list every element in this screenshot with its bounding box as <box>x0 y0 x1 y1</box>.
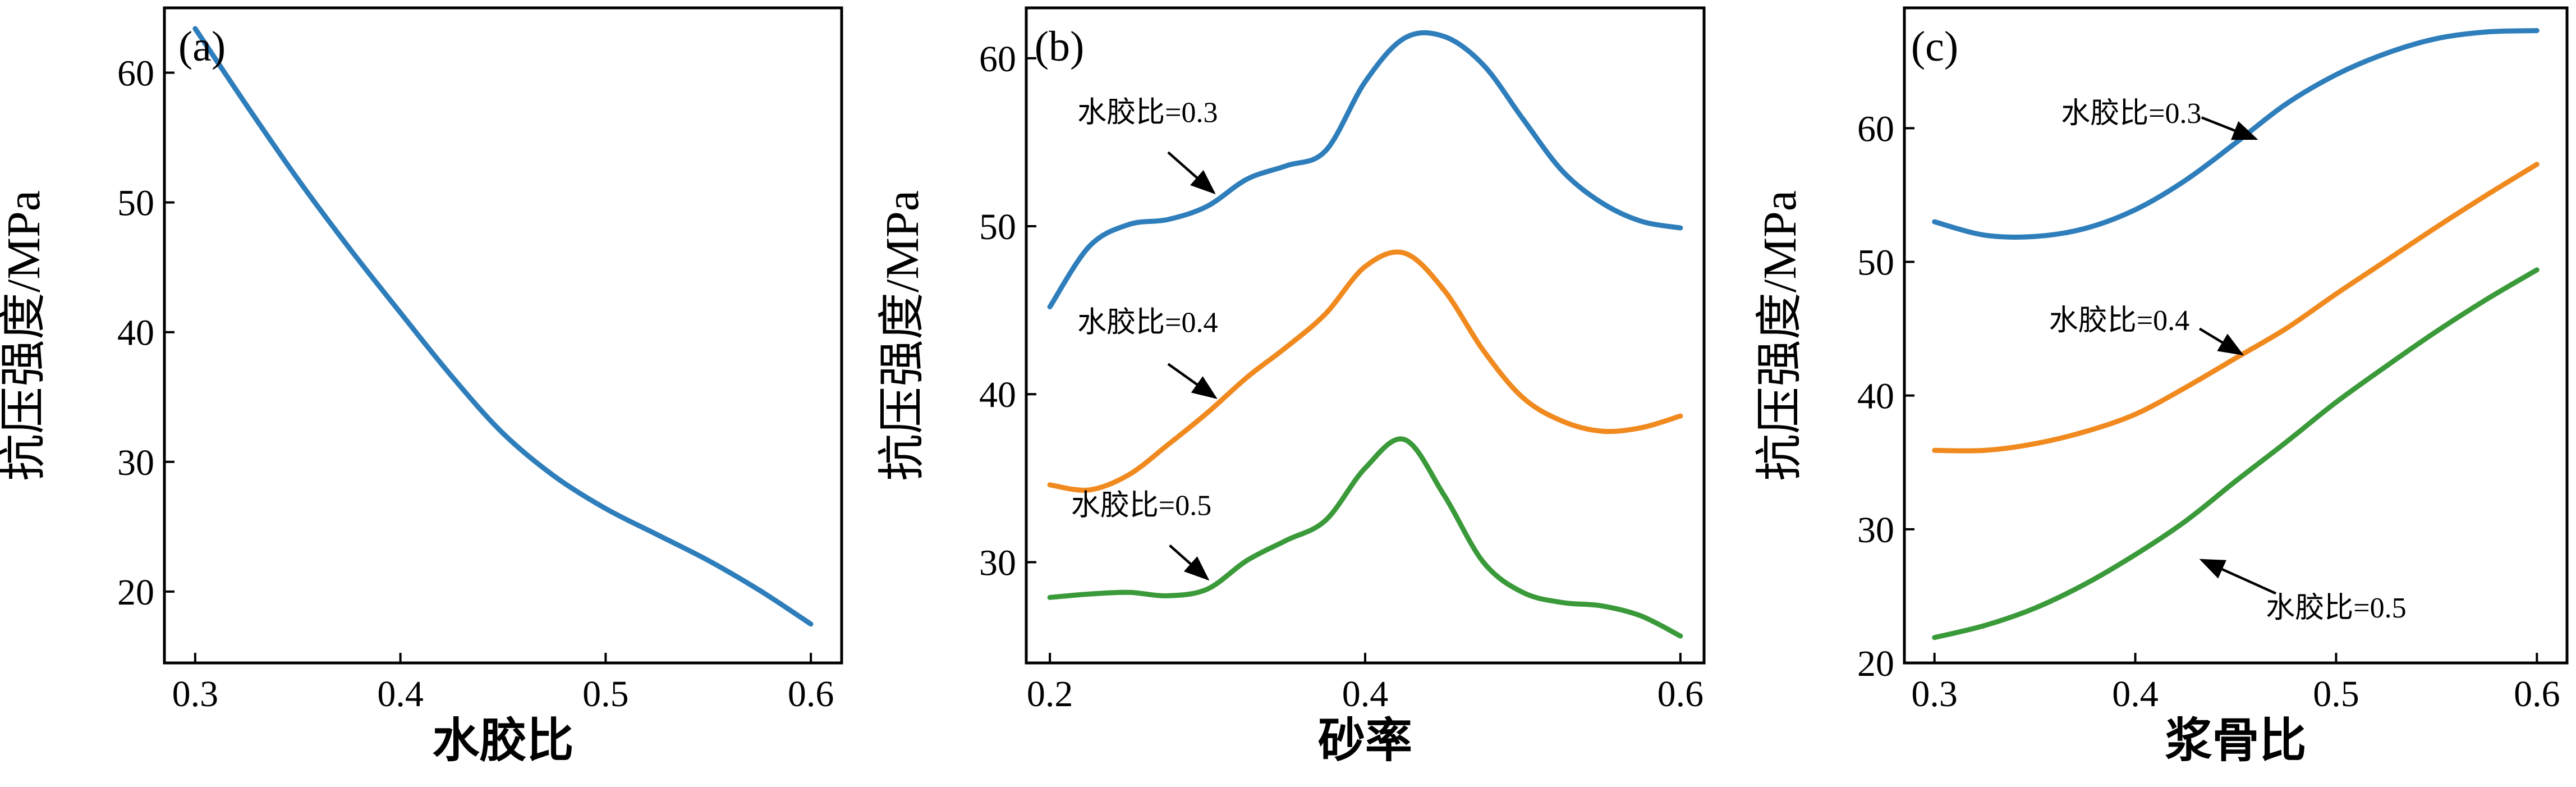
annotation-arrow-c-1 <box>2201 116 2258 140</box>
x-axis-title-c: 浆骨比 <box>2165 715 2306 767</box>
panel-label-c: (c) <box>1911 23 1958 70</box>
panel-c: 0.3 0.4 0.5 0.6 20 30 40 50 60 (c) 浆骨比 抗压强度/MPa 水胶比=… <box>1754 6 2569 767</box>
x-axis-title-a: 水胶比 <box>432 715 573 767</box>
series-line-c-1 <box>1932 28 2540 240</box>
y-tick-label-b-1: 30 <box>979 542 1016 583</box>
panel-b: 0.2 0.4 0.6 30 40 50 60 (b) 砂率 抗压强度/MPa 水胶比=0.3 水胶比… <box>876 6 1706 767</box>
x-tick-label-b-3: 0.6 <box>1657 674 1704 715</box>
y-tick-label-c-4: 50 <box>1857 242 1894 283</box>
annotation-label-c-3: 水胶比=0.5 <box>2266 592 2406 624</box>
annotation-arrow-c-2 <box>2198 327 2244 356</box>
series-line-b-2 <box>1047 249 1683 493</box>
x-tick-label-a-4: 0.6 <box>788 674 834 715</box>
series-line-a-1 <box>192 26 814 627</box>
x-tick-label-b-2: 0.4 <box>1342 674 1389 715</box>
x-tick-label-c-1: 0.3 <box>1911 674 1958 715</box>
y-tick-label-c-3: 40 <box>1857 376 1894 417</box>
x-tick-label-c-3: 0.5 <box>2313 674 2359 715</box>
annotation-label-b-2: 水胶比=0.4 <box>1077 307 1218 339</box>
annotation-label-c-1: 水胶比=0.3 <box>2061 98 2201 130</box>
panel-label-b: (b) <box>1035 23 1085 70</box>
x-tick-label-c-2: 0.4 <box>2112 674 2159 715</box>
x-tick-label-a-1: 0.3 <box>172 674 219 715</box>
y-axis-title-a: 抗压强度/MPa <box>0 190 50 481</box>
y-tick-label-c-5: 60 <box>1857 108 1894 149</box>
series-line-c-2 <box>1932 162 2540 454</box>
annotation-arrow-c-3 <box>2199 559 2276 595</box>
annotation-arrow-b-2 <box>1167 363 1218 399</box>
plot-frame-a <box>163 6 843 665</box>
x-axis-title-b: 砂率 <box>1318 715 1412 767</box>
panel-a: 0.3 0.4 0.5 0.6 20 30 40 50 60 (a) 水胶比 抗压强度/MPa <box>0 6 843 767</box>
plot-frame-c <box>1903 6 2569 665</box>
y-tick-label-b-4: 60 <box>979 39 1016 80</box>
y-tick-label-b-2: 40 <box>979 374 1016 415</box>
annotation-arrow-b-3 <box>1169 544 1210 581</box>
y-tick-label-a-2: 30 <box>117 442 154 483</box>
panel-label-a: (a) <box>178 23 226 70</box>
y-axis-title-b: 抗压强度/MPa <box>876 190 929 481</box>
annotation-label-b-3: 水胶比=0.5 <box>1071 490 1211 522</box>
x-tick-label-b-1: 0.2 <box>1027 674 1073 715</box>
y-tick-label-c-2: 30 <box>1857 510 1894 551</box>
series-line-b-1 <box>1047 30 1683 310</box>
y-tick-label-a-1: 20 <box>117 572 154 613</box>
x-tick-label-a-3: 0.5 <box>582 674 629 715</box>
y-tick-label-b-3: 50 <box>979 207 1016 248</box>
annotation-arrow-b-1 <box>1167 151 1216 195</box>
y-tick-label-a-4: 50 <box>117 183 154 224</box>
y-tick-label-a-5: 60 <box>117 53 154 94</box>
x-tick-label-c-4: 0.6 <box>2514 674 2560 715</box>
x-tick-label-a-2: 0.4 <box>377 674 424 715</box>
series-line-b-3 <box>1047 436 1683 639</box>
y-tick-label-a-3: 40 <box>117 313 154 354</box>
annotation-label-c-2: 水胶比=0.4 <box>2049 305 2189 337</box>
series-line-c-3 <box>1932 267 2540 640</box>
y-tick-label-c-1: 20 <box>1857 643 1894 684</box>
y-axis-title-c: 抗压强度/MPa <box>1754 190 1806 481</box>
annotation-label-b-1: 水胶比=0.3 <box>1077 97 1218 129</box>
